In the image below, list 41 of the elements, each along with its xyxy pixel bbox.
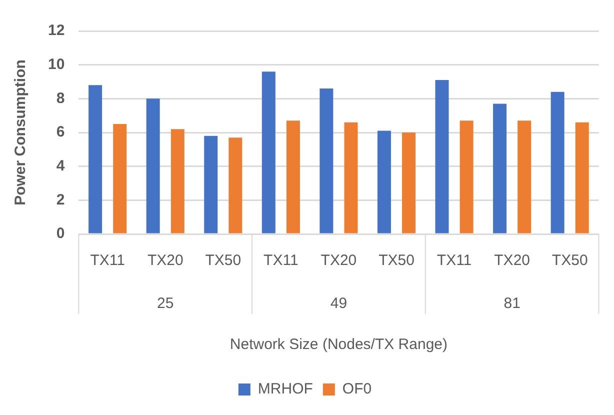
x-tick-label: TX50: [378, 252, 414, 270]
text: 25: [157, 295, 174, 312]
bar: [228, 138, 242, 234]
y-tick-label: 8: [56, 90, 65, 107]
y-tick-label: 2: [56, 191, 65, 208]
bar: [377, 130, 391, 234]
text: 49: [330, 295, 348, 312]
x-tick-label: TX11: [90, 252, 125, 270]
y-tick-label: 10: [48, 56, 65, 73]
x-tick-label: TX50: [205, 252, 242, 270]
bar: [435, 80, 449, 234]
bar: [262, 72, 276, 234]
x-tick-label: TX11: [264, 252, 298, 270]
bar: [518, 120, 532, 234]
legend-label: OF0: [342, 380, 372, 398]
x-axis-title: Network Size (Nodes/TX Range): [230, 336, 448, 354]
y-axis-title: Power Consumption: [12, 60, 30, 206]
bar: [575, 122, 589, 234]
bar: [460, 120, 474, 234]
y-tick-label: 6: [56, 124, 65, 141]
bar: [88, 85, 102, 234]
legend-label: MRHOF: [258, 380, 313, 398]
bar: [344, 122, 358, 234]
bar: [113, 124, 127, 234]
bar: [286, 120, 300, 234]
text: 81: [504, 295, 520, 312]
y-tick-label: 0: [56, 225, 65, 242]
x-tick-label: TX50: [552, 252, 588, 270]
bar: [493, 104, 507, 234]
bar: [550, 92, 564, 234]
x-tick-label: TX20: [147, 252, 184, 270]
x-tick-label: TX11: [436, 252, 472, 270]
bar: [402, 132, 416, 234]
y-tick-label: 12: [48, 22, 65, 40]
x-tick-label: TX20: [320, 252, 357, 270]
x-tick-label: TX20: [494, 252, 530, 270]
bar: [146, 98, 160, 234]
bar: [170, 129, 184, 234]
bar: [320, 88, 334, 234]
y-tick-label: 4: [56, 157, 66, 174]
bar: [204, 136, 218, 234]
